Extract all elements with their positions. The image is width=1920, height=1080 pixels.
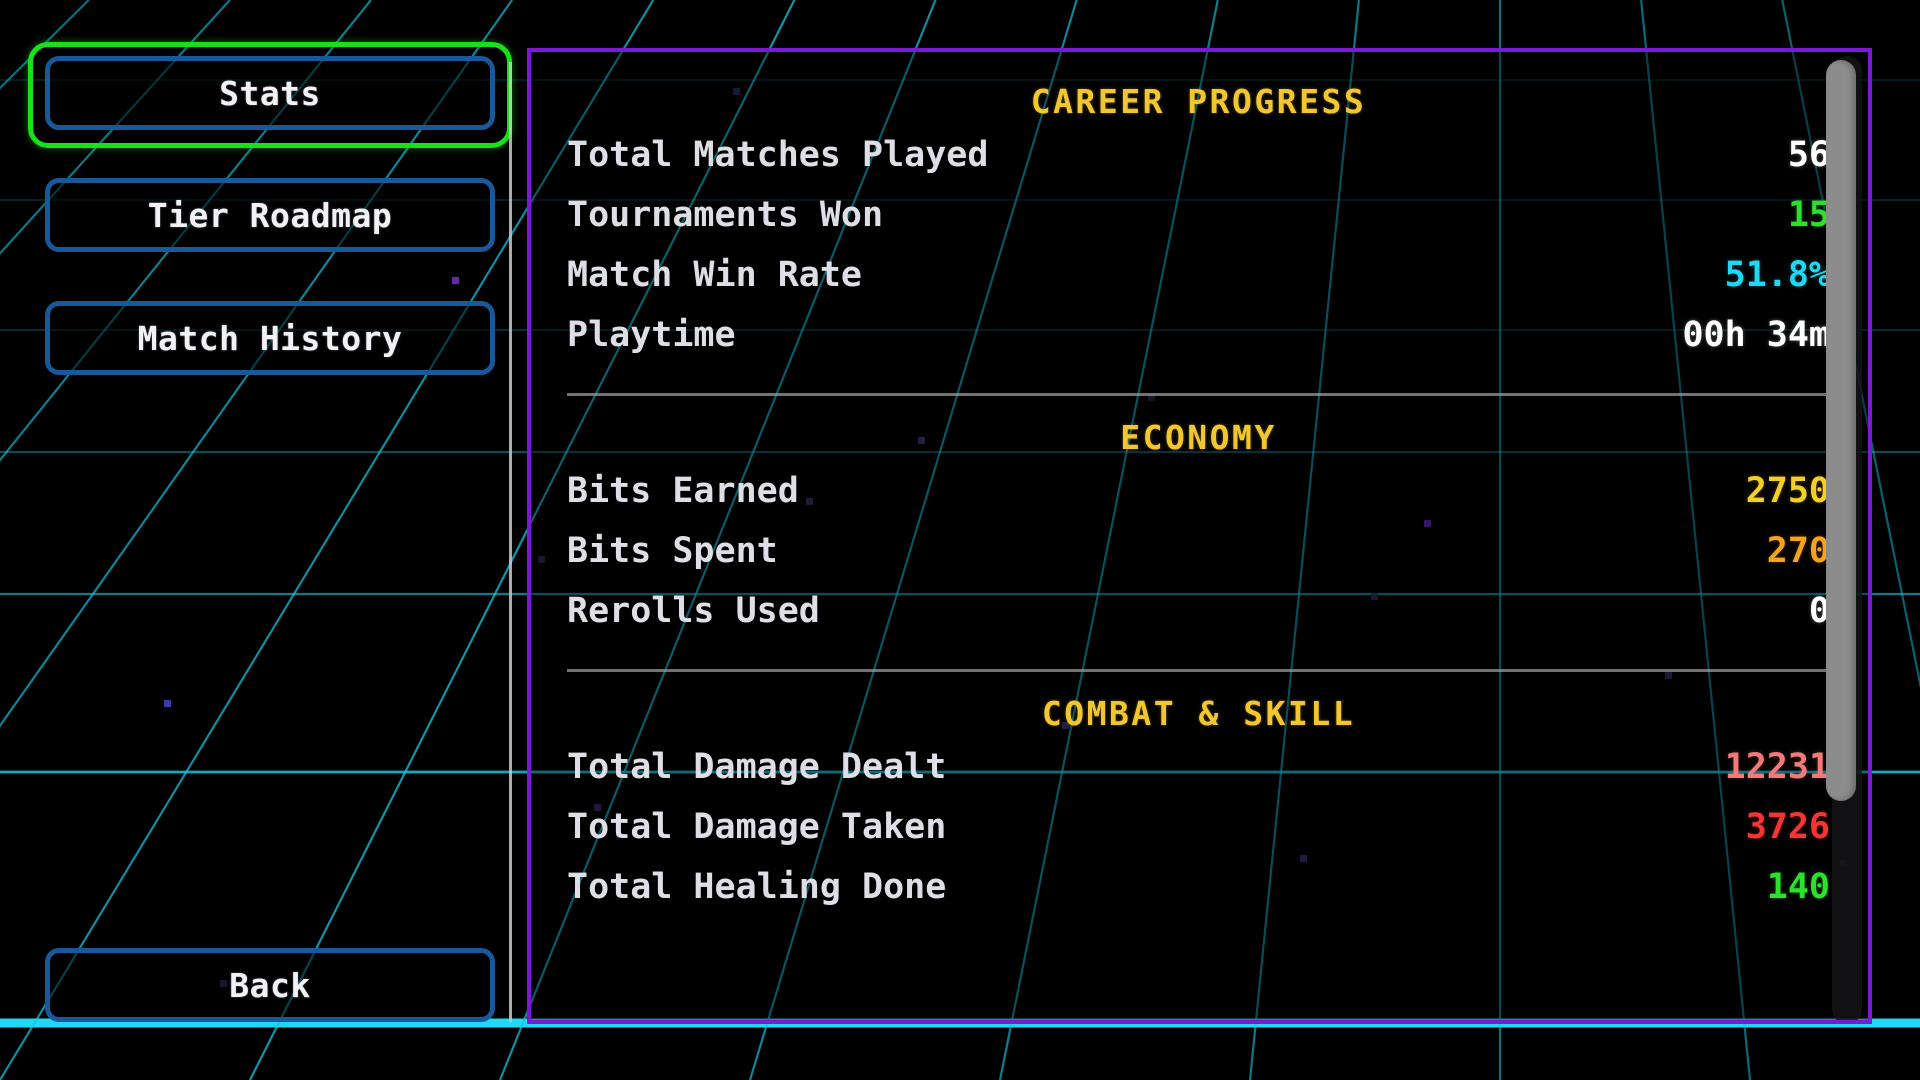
stat-value: 51.8% xyxy=(1724,255,1830,295)
sidebar-nav: Stats Tier Roadmap Match History Back xyxy=(0,0,520,1080)
section-title: COMBAT & SKILL xyxy=(1041,694,1356,733)
stat-value: 3726 xyxy=(1745,807,1830,847)
panel-scrollbar-thumb[interactable] xyxy=(1826,60,1856,801)
stat-label: Bits Earned xyxy=(567,471,799,511)
stats-section: CAREER PROGRESS Total Matches Played 56 Tou… xyxy=(567,82,1830,375)
stat-value: 15 xyxy=(1787,195,1830,235)
sidebar-item-tier-roadmap[interactable]: Tier Roadmap xyxy=(45,178,495,252)
stats-panel-content: CAREER PROGRESS Total Matches Played 56 Tou… xyxy=(531,52,1868,927)
stats-row-list: Total Matches Played 56 Tournaments Won 15 M… xyxy=(567,135,1830,375)
stat-label: Rerolls Used xyxy=(567,591,820,631)
stats-section: COMBAT & SKILL Total Damage Dealt 12231 Tot… xyxy=(567,694,1830,927)
sidebar-item-match-history[interactable]: Match History xyxy=(45,301,495,375)
stat-row: Total Matches Played 56 xyxy=(567,135,1830,195)
stat-label: Total Damage Taken xyxy=(567,807,947,847)
stat-row: Rerolls Used 0 xyxy=(567,591,1830,651)
stat-value: 140 xyxy=(1766,867,1830,907)
stat-label: Bits Spent xyxy=(567,531,778,571)
back-button-label: Back xyxy=(229,965,311,1005)
section-title: ECONOMY xyxy=(1120,418,1277,457)
sidebar-panel-divider xyxy=(509,62,512,1022)
stat-label: Tournaments Won xyxy=(567,195,884,235)
stats-panel: CAREER PROGRESS Total Matches Played 56 Tou… xyxy=(527,48,1872,1024)
stat-label: Total Healing Done xyxy=(567,867,947,907)
stat-row: Tournaments Won 15 xyxy=(567,195,1830,255)
stats-row-list: Bits Earned 2750 Bits Spent 270 Rerolls Used… xyxy=(567,471,1830,651)
stat-label: Match Win Rate xyxy=(567,255,863,295)
stat-value: 12231 xyxy=(1724,747,1830,787)
stats-row-list: Total Damage Dealt 12231 Total Damage Take… xyxy=(567,747,1830,927)
stat-value: 270 xyxy=(1766,531,1830,571)
sidebar-item-stats[interactable]: Stats xyxy=(45,56,495,130)
stat-row: Bits Earned 2750 xyxy=(567,471,1830,531)
stat-value: 56 xyxy=(1787,135,1830,175)
stat-label: Total Damage Dealt xyxy=(567,747,947,787)
section-separator xyxy=(567,393,1830,396)
back-button[interactable]: Back xyxy=(45,948,495,1022)
panel-scrollbar-track[interactable] xyxy=(1826,56,1862,1020)
stat-row: Match Win Rate 51.8% xyxy=(567,255,1830,315)
sidebar-item-stats-label: Stats xyxy=(219,73,321,113)
stat-value: 0 xyxy=(1808,591,1830,631)
stats-section: ECONOMY Bits Earned 2750 Bits Spent 270 Rerol… xyxy=(567,418,1830,651)
stat-label: Playtime xyxy=(567,315,736,355)
sidebar-item-match-history-label: Match History xyxy=(137,318,403,358)
stat-row: Playtime 00h 34m xyxy=(567,315,1830,375)
stat-row: Bits Spent 270 xyxy=(567,531,1830,591)
sidebar-item-tier-roadmap-label: Tier Roadmap xyxy=(147,195,393,235)
stat-value: 2750 xyxy=(1745,471,1830,511)
stat-row: Total Damage Taken 3726 xyxy=(567,807,1830,867)
stat-label: Total Matches Played xyxy=(567,135,989,175)
section-separator xyxy=(567,669,1830,672)
stat-value: 00h 34m xyxy=(1682,315,1830,355)
stat-row: Total Healing Done 140 xyxy=(567,867,1830,927)
stat-row: Total Damage Dealt 12231 xyxy=(567,747,1830,807)
section-title: CAREER PROGRESS xyxy=(1030,82,1367,121)
